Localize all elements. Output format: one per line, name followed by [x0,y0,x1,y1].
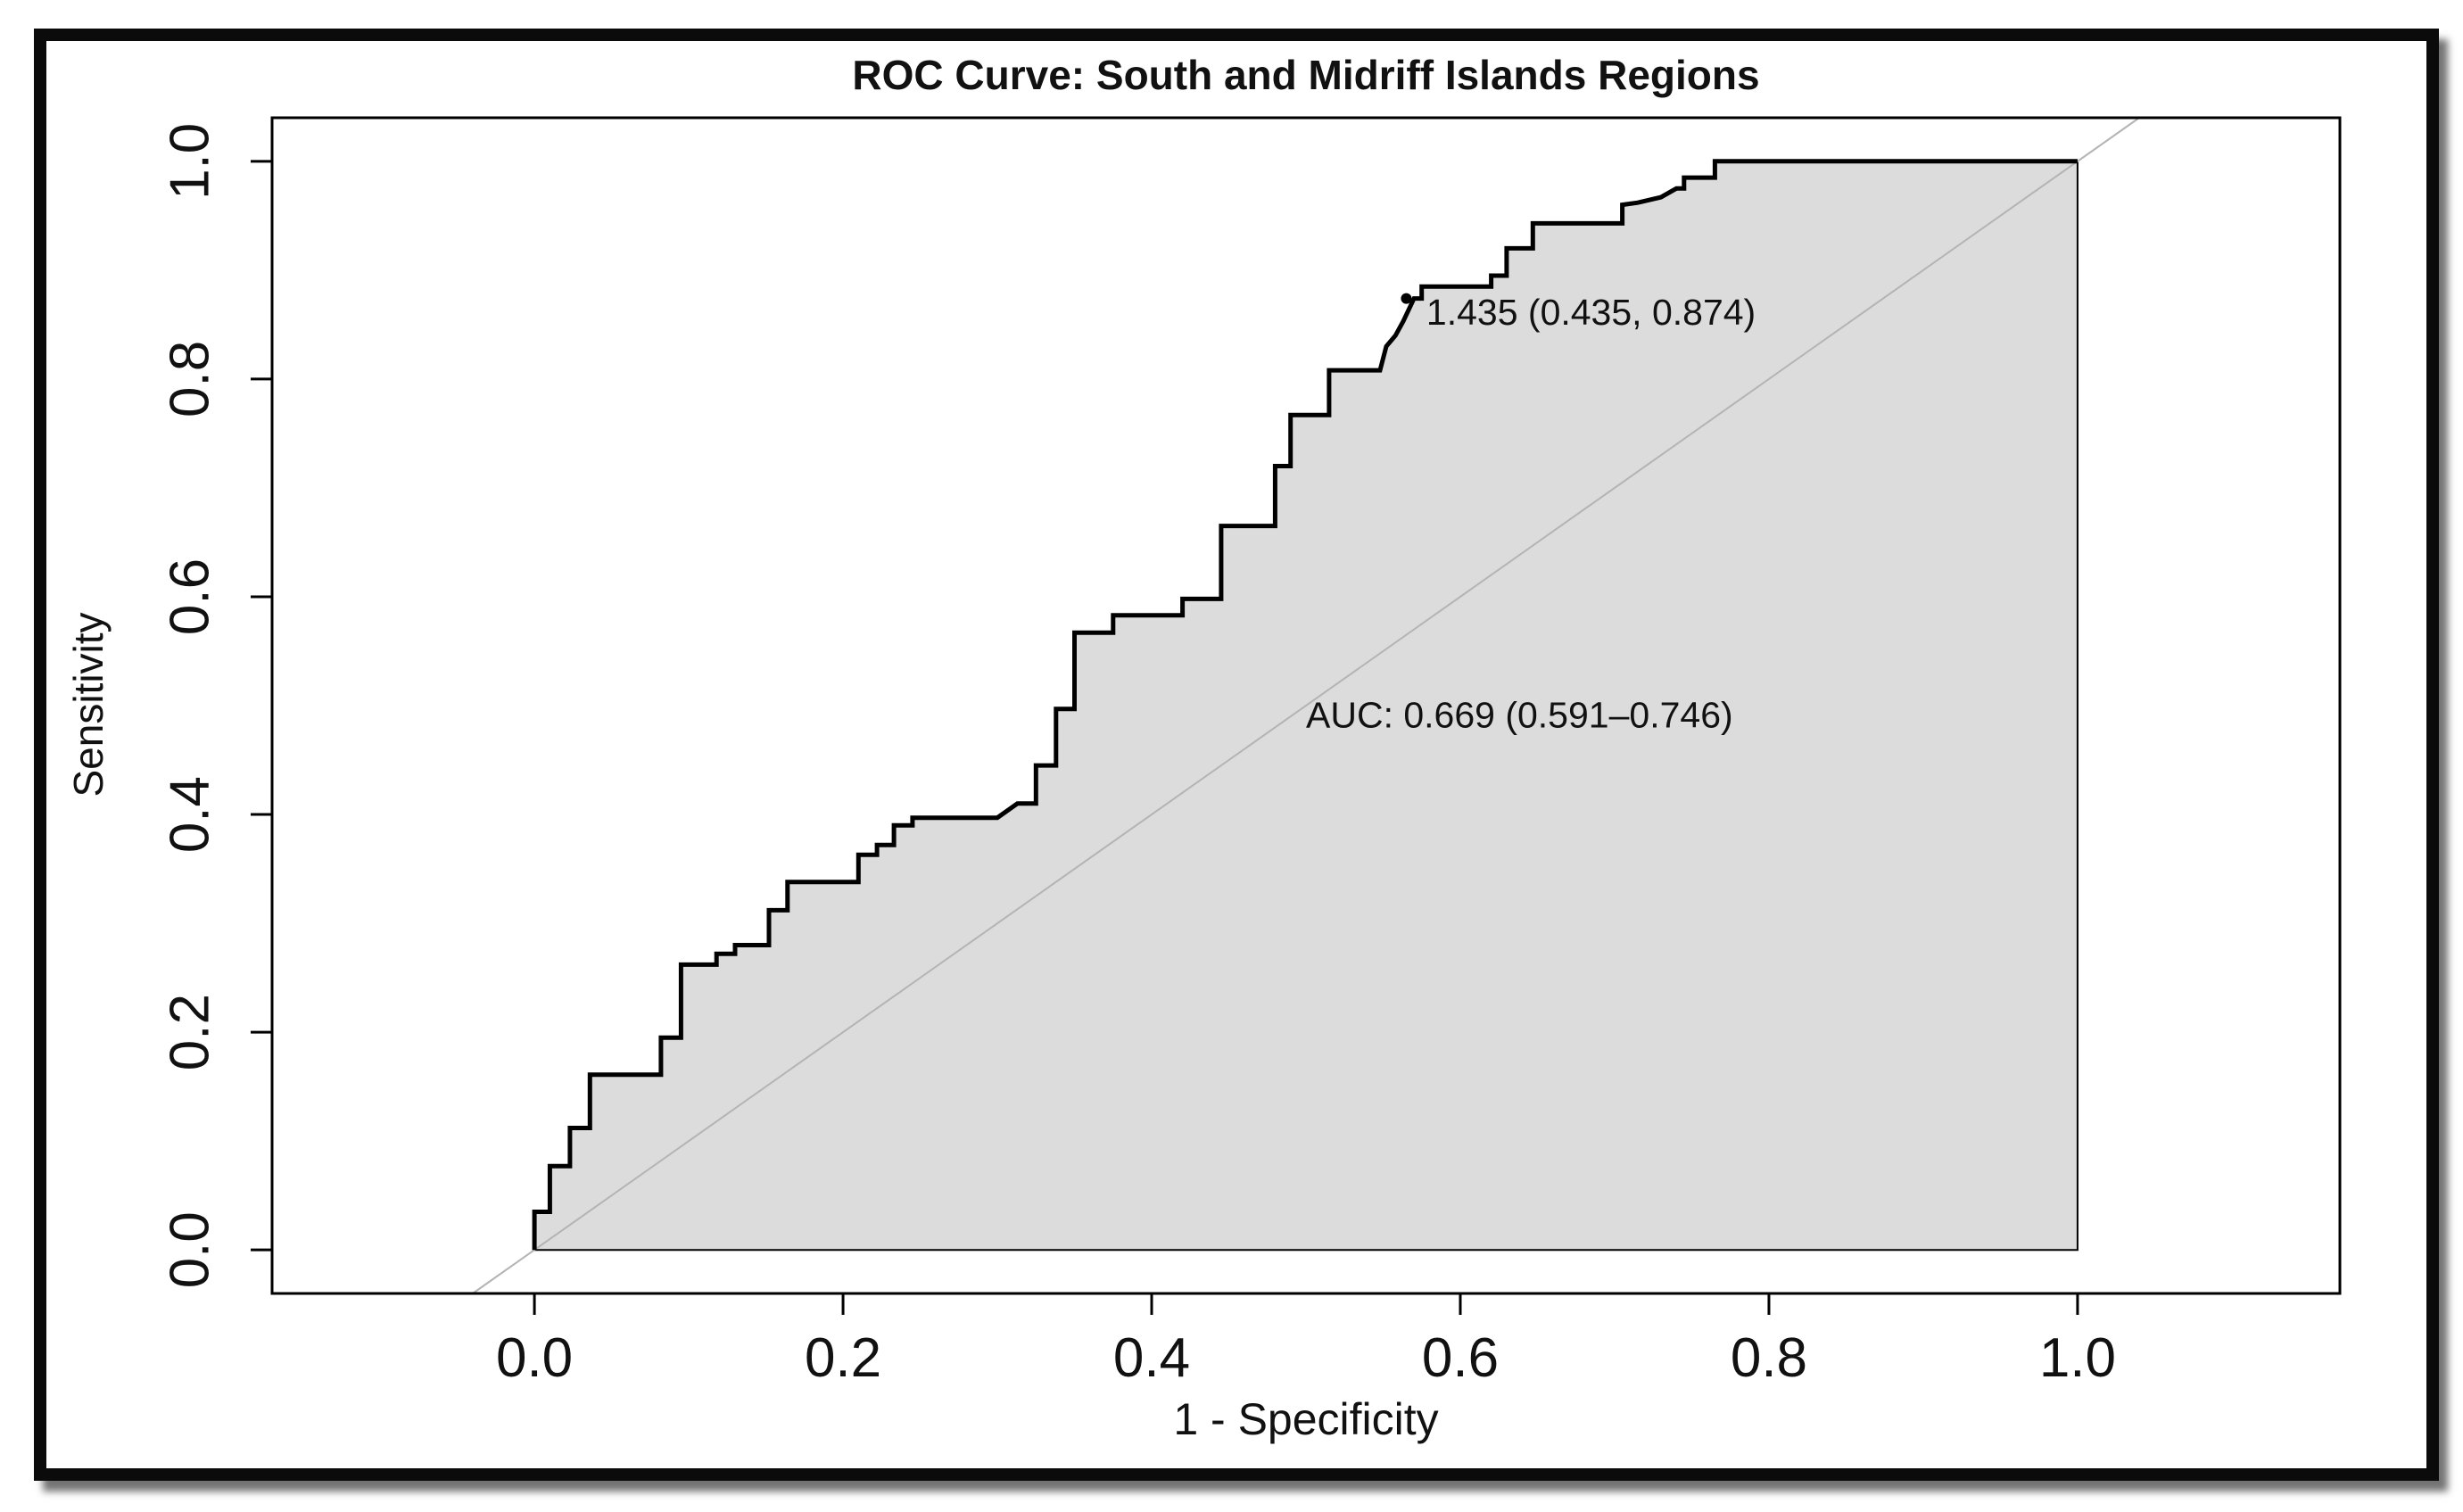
y-axis-label: Sensitivity [65,612,112,797]
x-tick-label: 0.2 [805,1327,881,1389]
x-tick-label: 1.0 [2039,1327,2116,1389]
plot-layer: 0.0 0.2 0.4 0.6 0.8 1.0 0.0 0.2 0.4 0.6 0.8 1.0 [160,116,2342,1389]
y-tick-label: 0.4 [160,776,221,853]
auc-annotation: AUC: 0.669 (0.591–0.746) [1306,694,1733,735]
roc-curve-line [532,159,2078,1251]
x-tick-label: 0.0 [496,1327,573,1389]
x-tick-label: 0.4 [1113,1327,1190,1389]
x-tick-label: 0.6 [1422,1327,1499,1389]
y-tick-label: 0.0 [160,1211,221,1288]
y-tick-label: 0.8 [160,341,221,417]
y-tick-label: 0.2 [160,994,221,1070]
chart-title: ROC Curve: South and Midriff Islands Reg… [852,52,1759,98]
threshold-annotation: 1.435 (0.435, 0.874) [1426,292,1756,333]
y-tick-label: 1.0 [160,123,221,200]
x-tick-label: 0.8 [1731,1327,1807,1389]
y-tick-label: 0.6 [160,558,221,635]
reference-diagonal [472,117,2140,1294]
x-axis-label: 1 - Specificity [1173,1394,1438,1444]
threshold-point [1401,293,1412,304]
